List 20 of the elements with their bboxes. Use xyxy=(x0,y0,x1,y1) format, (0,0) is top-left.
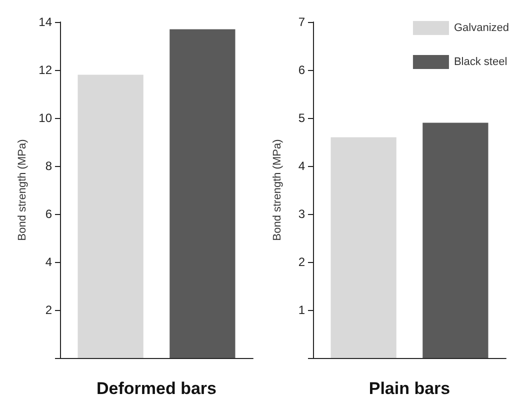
y-tick-label: 6 xyxy=(298,63,306,77)
y-axis-title: Bond strength (MPa) xyxy=(272,139,284,241)
y-tick-label: 14 xyxy=(38,15,52,29)
x-axis-title: Plain bars xyxy=(368,379,450,398)
y-tick-label: 2 xyxy=(45,303,52,317)
y-tick-label: 1 xyxy=(298,303,306,317)
y-tick-label: 4 xyxy=(298,159,306,173)
y-tick-label: 12 xyxy=(38,63,52,77)
y-tick-label: 10 xyxy=(38,111,52,125)
legend-label: Black steel xyxy=(454,56,508,68)
y-tick-label: 5 xyxy=(298,111,306,125)
y-tick-label: 4 xyxy=(45,255,52,269)
y-tick-label: 6 xyxy=(45,207,52,221)
y-axis-title: Bond strength (MPa) xyxy=(16,139,28,241)
y-tick-label: 2 xyxy=(298,255,306,269)
legend-label: Galvanized xyxy=(454,22,510,34)
y-tick-label: 7 xyxy=(298,15,306,29)
y-tick-label: 3 xyxy=(298,207,306,221)
x-axis-title: Deformed bars xyxy=(96,379,216,398)
y-tick-label: 8 xyxy=(45,159,52,173)
